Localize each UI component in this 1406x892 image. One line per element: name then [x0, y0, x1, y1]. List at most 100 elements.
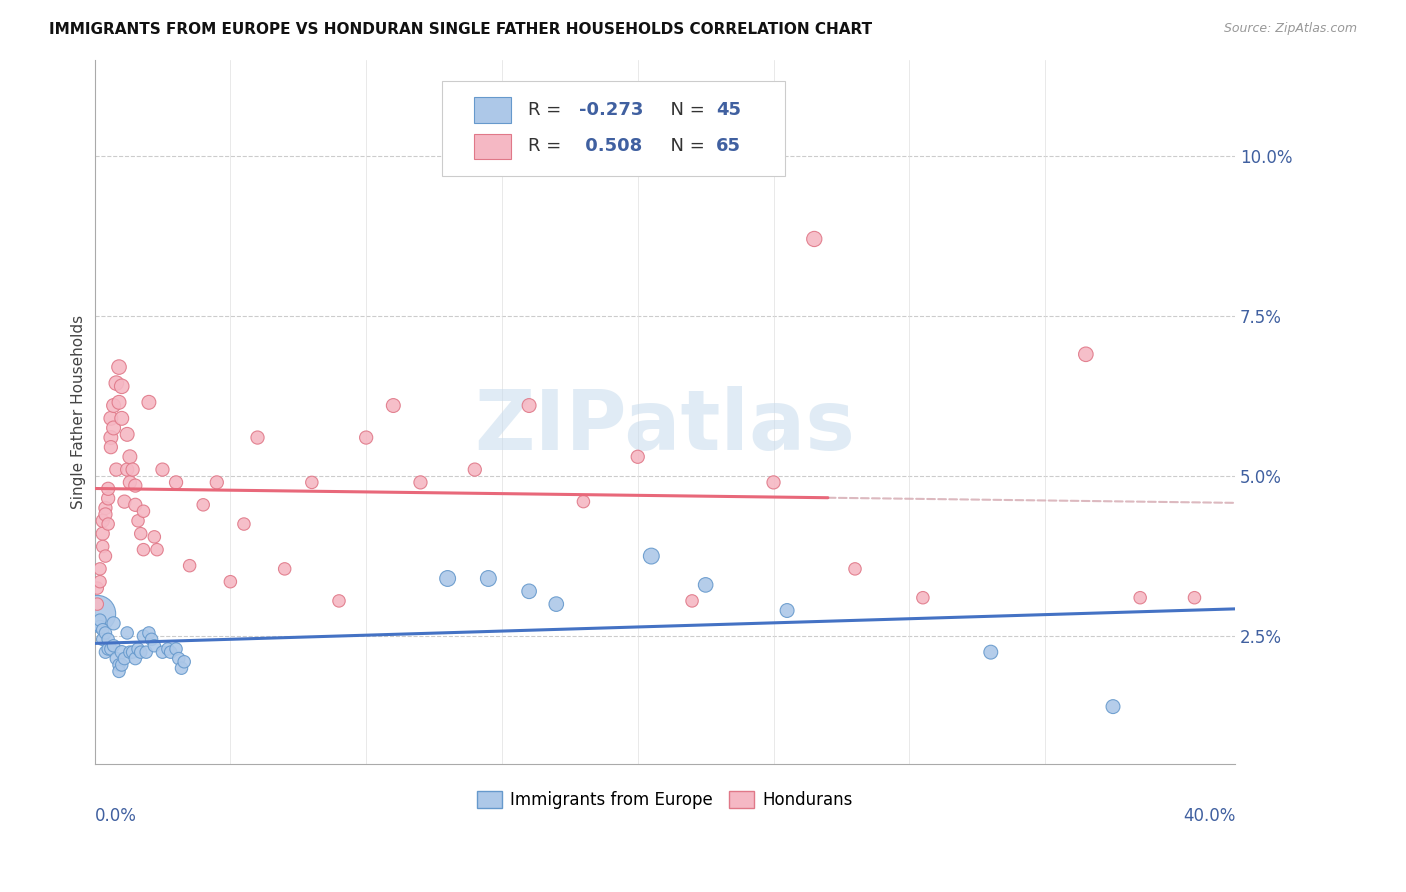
- Point: [118, 450, 141, 464]
- Point: [129, 526, 152, 541]
- Point: [776, 603, 799, 617]
- Point: [108, 665, 131, 679]
- Legend: Immigrants from Europe, Hondurans: Immigrants from Europe, Hondurans: [470, 784, 860, 816]
- Point: [124, 651, 146, 665]
- Point: [89, 619, 111, 633]
- Point: [111, 657, 134, 672]
- Text: 45: 45: [716, 101, 741, 119]
- Point: [89, 574, 111, 589]
- Point: [94, 549, 117, 563]
- Text: 40.0%: 40.0%: [1182, 806, 1236, 824]
- Point: [91, 526, 114, 541]
- Point: [100, 642, 122, 657]
- Point: [152, 645, 174, 659]
- Point: [108, 657, 131, 672]
- Point: [111, 411, 134, 425]
- Point: [94, 645, 117, 659]
- Point: [127, 642, 149, 657]
- Text: -0.273: -0.273: [579, 101, 644, 119]
- Point: [91, 540, 114, 554]
- Point: [354, 431, 377, 445]
- Point: [143, 639, 166, 653]
- Point: [103, 421, 125, 435]
- Point: [132, 542, 155, 557]
- Point: [156, 642, 179, 657]
- Point: [111, 379, 134, 393]
- Text: 0.508: 0.508: [579, 137, 643, 155]
- Text: R =: R =: [529, 137, 567, 155]
- Point: [409, 475, 432, 490]
- Point: [179, 558, 201, 573]
- Text: R =: R =: [529, 101, 567, 119]
- Point: [97, 642, 120, 657]
- Point: [111, 645, 134, 659]
- Point: [246, 431, 269, 445]
- Point: [640, 549, 662, 563]
- Point: [165, 475, 187, 490]
- Text: Source: ZipAtlas.com: Source: ZipAtlas.com: [1223, 22, 1357, 36]
- Point: [233, 516, 256, 531]
- Point: [165, 642, 187, 657]
- Point: [517, 399, 540, 413]
- Point: [159, 645, 181, 659]
- Text: 65: 65: [716, 137, 741, 155]
- Point: [103, 616, 125, 631]
- Point: [94, 501, 117, 516]
- Point: [152, 462, 174, 476]
- Point: [980, 645, 1002, 659]
- Point: [803, 232, 825, 246]
- Point: [681, 594, 703, 608]
- Point: [115, 427, 138, 442]
- Point: [94, 626, 117, 640]
- Point: [138, 395, 160, 409]
- Text: 0.0%: 0.0%: [94, 806, 136, 824]
- Point: [121, 645, 143, 659]
- Point: [100, 431, 122, 445]
- Point: [844, 562, 866, 576]
- Point: [105, 462, 128, 476]
- FancyBboxPatch shape: [474, 134, 510, 159]
- Point: [138, 626, 160, 640]
- Point: [170, 661, 193, 675]
- Point: [108, 395, 131, 409]
- FancyBboxPatch shape: [474, 97, 510, 122]
- Point: [118, 475, 141, 490]
- Point: [91, 514, 114, 528]
- Point: [124, 478, 146, 492]
- Point: [100, 440, 122, 454]
- Point: [89, 562, 111, 576]
- Point: [173, 655, 195, 669]
- Text: N =: N =: [659, 101, 710, 119]
- Point: [477, 572, 499, 586]
- Point: [273, 562, 295, 576]
- Point: [100, 411, 122, 425]
- Point: [115, 462, 138, 476]
- Y-axis label: Single Father Households: Single Father Households: [72, 315, 86, 509]
- Point: [121, 462, 143, 476]
- Point: [118, 645, 141, 659]
- Point: [86, 607, 108, 621]
- Point: [219, 574, 242, 589]
- FancyBboxPatch shape: [443, 81, 785, 176]
- Point: [1102, 699, 1125, 714]
- Point: [436, 572, 458, 586]
- Point: [103, 399, 125, 413]
- Text: N =: N =: [659, 137, 710, 155]
- Point: [382, 399, 405, 413]
- Point: [132, 504, 155, 518]
- Point: [464, 462, 486, 476]
- Point: [127, 514, 149, 528]
- Point: [97, 632, 120, 647]
- Point: [103, 639, 125, 653]
- Point: [546, 597, 568, 611]
- Point: [97, 482, 120, 496]
- Point: [1129, 591, 1152, 605]
- Point: [129, 645, 152, 659]
- Point: [114, 651, 136, 665]
- Point: [141, 632, 163, 647]
- Point: [105, 376, 128, 390]
- Point: [193, 498, 215, 512]
- Point: [86, 581, 108, 595]
- Point: [94, 508, 117, 522]
- Point: [108, 360, 131, 375]
